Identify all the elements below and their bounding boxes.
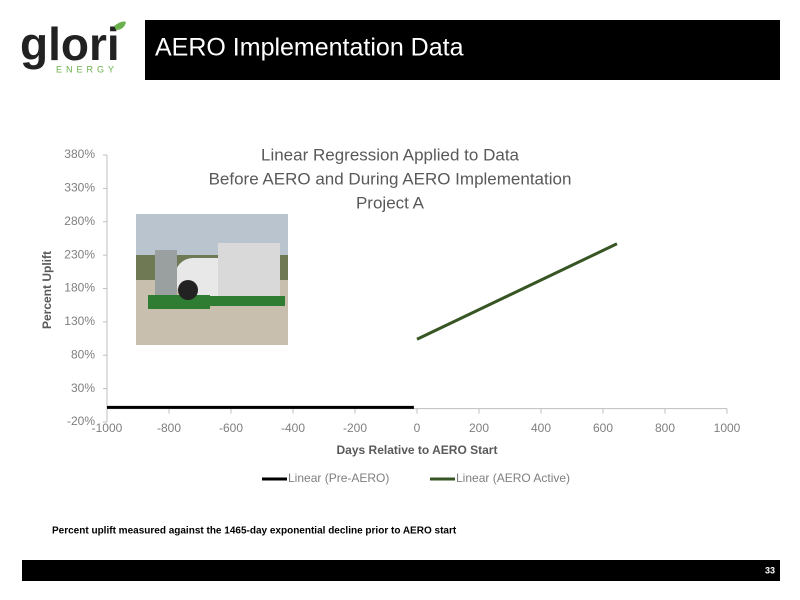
y-tick-label: 30% <box>71 381 95 395</box>
x-tick-label: 800 <box>655 421 675 435</box>
x-tick-label: -800 <box>157 421 181 435</box>
page-number: 33 <box>765 565 775 575</box>
x-axis-title: Days Relative to AERO Start <box>337 443 498 457</box>
x-tick-label: -600 <box>219 421 243 435</box>
slide-title: AERO Implementation Data <box>155 34 464 62</box>
x-tick-label: 600 <box>593 421 613 435</box>
x-tick-label: 0 <box>414 421 421 435</box>
chart-title: Linear Regression Applied to Data <box>261 145 520 164</box>
y-tick-label: 130% <box>64 314 95 328</box>
logo-subtext: ENERGY <box>56 64 118 74</box>
footnote: Percent uplift measured against the 1465… <box>52 526 457 537</box>
y-tick-label: 230% <box>64 247 95 261</box>
logo-leaf <box>114 21 126 30</box>
x-tick-label: -200 <box>343 421 367 435</box>
footer-bar <box>22 560 780 581</box>
logo: glori <box>20 18 120 70</box>
header-bar <box>145 20 780 80</box>
y-axis-title: Percent Uplift <box>40 251 54 329</box>
x-tick-label: -1000 <box>92 421 123 435</box>
legend-label: Linear (Pre-AERO) <box>288 471 389 485</box>
legend-label: Linear (AERO Active) <box>456 471 570 485</box>
y-tick-label: 180% <box>64 281 95 295</box>
y-tick-label: -20% <box>67 414 95 428</box>
x-tick-label: 200 <box>469 421 489 435</box>
x-tick-label: 400 <box>531 421 551 435</box>
x-tick-label: 1000 <box>714 421 741 435</box>
photo <box>136 214 288 345</box>
chart-title: Before AERO and During AERO Implementati… <box>209 169 572 188</box>
series-line <box>416 242 618 341</box>
y-tick-label: 280% <box>64 214 95 228</box>
y-tick-label: 80% <box>71 347 95 361</box>
y-tick-label: 330% <box>64 181 95 195</box>
y-tick-label: 380% <box>64 147 95 161</box>
x-tick-label: -400 <box>281 421 305 435</box>
chart-title: Project A <box>356 193 425 212</box>
